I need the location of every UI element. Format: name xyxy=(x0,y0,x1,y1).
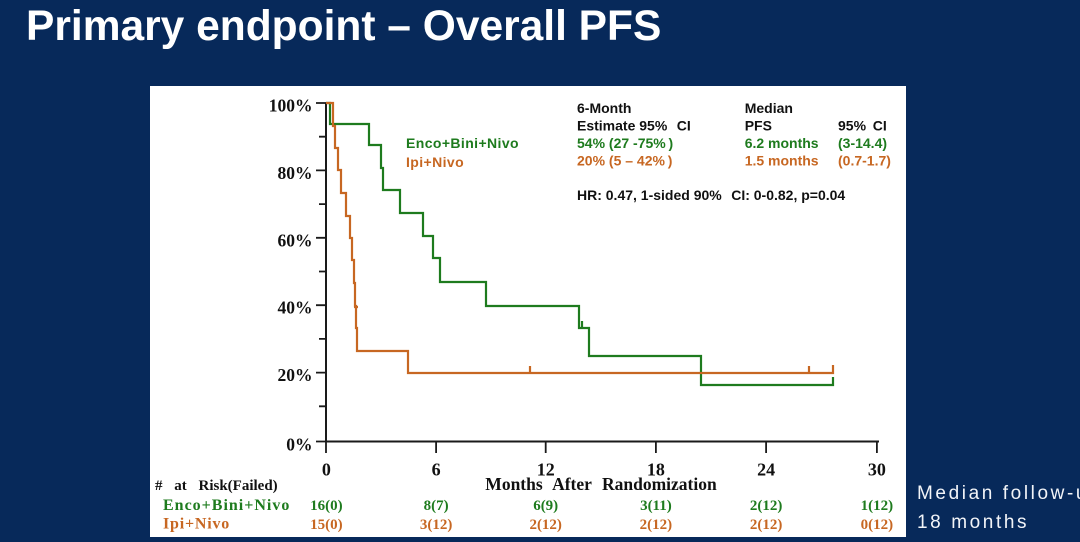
svg-text:20% (5 – 42% ): 20% (5 – 42% ) xyxy=(577,153,672,169)
svg-text:2(12): 2(12) xyxy=(750,517,783,533)
svg-text:2(12): 2(12) xyxy=(529,517,562,533)
svg-text:40%: 40% xyxy=(278,298,313,318)
svg-text:80%: 80% xyxy=(278,163,313,183)
svg-text:PFS: PFS xyxy=(745,118,772,134)
svg-text:6(9): 6(9) xyxy=(533,498,558,514)
svg-text:Months After Randomization: Months After Randomization xyxy=(485,474,717,494)
svg-text:60%: 60% xyxy=(278,230,313,250)
svg-text:6-Month: 6-Month xyxy=(577,100,631,116)
svg-text:15(0): 15(0) xyxy=(310,517,343,533)
svg-text:2(12): 2(12) xyxy=(750,498,783,514)
svg-text:Ipi+Nivo: Ipi+Nivo xyxy=(163,516,230,533)
svg-text:Enco+Bini+Nivo: Enco+Bini+Nivo xyxy=(163,497,290,514)
svg-text:Estimate 95% CI: Estimate 95% CI xyxy=(577,118,691,134)
svg-text:16(0): 16(0) xyxy=(310,498,343,514)
svg-text:0(12): 0(12) xyxy=(861,517,894,533)
svg-text:0: 0 xyxy=(322,460,331,480)
svg-text:Median: Median xyxy=(745,100,793,116)
svg-text:3(11): 3(11) xyxy=(640,498,672,514)
svg-text:12: 12 xyxy=(537,460,555,480)
svg-text:(3-14.4): (3-14.4) xyxy=(838,135,887,151)
svg-text:100%: 100% xyxy=(269,96,313,116)
svg-text:95% CI: 95% CI xyxy=(838,118,887,134)
svg-text:0%: 0% xyxy=(286,435,312,455)
svg-text:18: 18 xyxy=(647,460,665,480)
svg-text:6: 6 xyxy=(432,460,441,480)
svg-text:20%: 20% xyxy=(278,365,313,385)
svg-text:6.2 months: 6.2 months xyxy=(745,135,819,151)
svg-text:3(12): 3(12) xyxy=(420,517,453,533)
svg-text:1.5 months: 1.5 months xyxy=(745,153,819,169)
svg-text:# at Risk(Failed): # at Risk(Failed) xyxy=(155,478,278,494)
svg-text:2(12): 2(12) xyxy=(640,517,673,533)
svg-text:(0.7-1.7): (0.7-1.7) xyxy=(838,153,891,169)
svg-text:1(12): 1(12) xyxy=(861,498,894,514)
svg-text:30: 30 xyxy=(868,460,886,480)
svg-text:Enco+Bini+Nivo: Enco+Bini+Nivo xyxy=(406,135,519,151)
svg-text:HR: 0.47, 1-sided 90% CI: 0-: HR: 0.47, 1-sided 90% CI: 0-0.82, p=0.04 xyxy=(577,187,845,203)
svg-text:54% (27 -75% ): 54% (27 -75% ) xyxy=(577,135,673,151)
svg-text:Ipi+Nivo: Ipi+Nivo xyxy=(406,154,464,170)
svg-text:24: 24 xyxy=(757,460,775,480)
svg-text:8(7): 8(7) xyxy=(424,498,449,514)
